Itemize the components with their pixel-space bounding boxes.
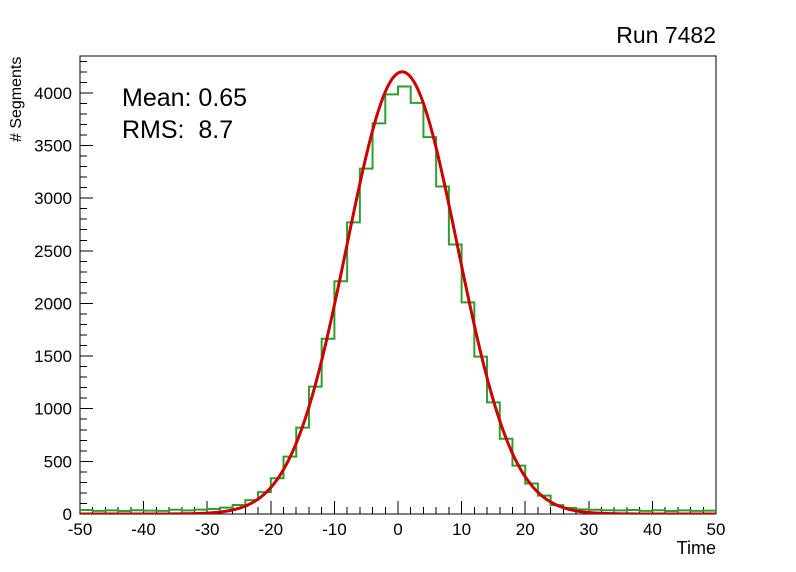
y-tick-label: 2000 xyxy=(34,294,72,313)
y-axis-title: # Segments xyxy=(8,56,25,142)
x-tick-label: 0 xyxy=(393,520,402,539)
tick-labels: -50 -40 -30 -20 -10 0 10 20 30 40 5005001000150020… xyxy=(34,84,725,539)
x-tick-label: -50 xyxy=(68,520,93,539)
y-tick-label: 4000 xyxy=(34,84,72,103)
y-tick-label: 1500 xyxy=(34,347,72,366)
y-tick-label: 2500 xyxy=(34,242,72,261)
stat-rms: RMS: 8.7 xyxy=(122,116,234,144)
x-tick-label: -10 xyxy=(322,520,347,539)
fit-curve xyxy=(80,70,716,514)
x-tick-label: 50 xyxy=(707,520,726,539)
x-tick-label: 10 xyxy=(452,520,471,539)
x-tick-label: 40 xyxy=(643,520,662,539)
y-tick-label: 0 xyxy=(63,505,72,524)
y-tick-label: 3500 xyxy=(34,136,72,155)
histogram-steps xyxy=(80,85,716,513)
plot-title: Run 7482 xyxy=(616,22,716,48)
y-tick-label: 3000 xyxy=(34,189,72,208)
x-tick-label: 30 xyxy=(579,520,598,539)
stat-mean: Mean: 0.65 xyxy=(122,84,248,112)
y-tick-label: 1000 xyxy=(34,400,72,419)
x-tick-label: -20 xyxy=(259,520,284,539)
x-tick-label: 20 xyxy=(516,520,535,539)
x-tick-label: -30 xyxy=(195,520,220,539)
x-tick-label: -40 xyxy=(131,520,156,539)
x-axis-title: Time xyxy=(676,538,716,558)
y-tick-label: 500 xyxy=(44,452,72,471)
